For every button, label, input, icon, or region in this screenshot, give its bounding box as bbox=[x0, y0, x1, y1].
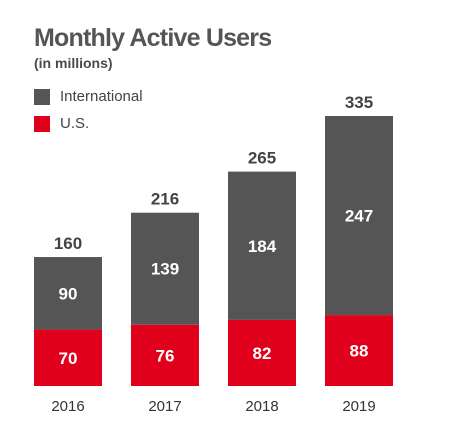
total-label-2017: 216 bbox=[151, 190, 179, 209]
x-tick-2016: 2016 bbox=[51, 398, 84, 415]
total-label-2019: 335 bbox=[345, 93, 373, 112]
bar-international-2016 bbox=[34, 257, 102, 330]
value-label-us-2017: 76 bbox=[156, 346, 175, 365]
value-label-international-2017: 139 bbox=[151, 260, 179, 279]
total-label-2018: 265 bbox=[248, 149, 276, 168]
legend-swatch-international bbox=[34, 88, 50, 105]
chart-subtitle: (in millions) bbox=[34, 55, 113, 71]
value-label-us-2016: 70 bbox=[59, 349, 78, 368]
x-tick-2019: 2019 bbox=[342, 398, 375, 415]
chart-title: Monthly Active Users bbox=[34, 24, 272, 52]
total-label-2016: 160 bbox=[54, 234, 82, 253]
value-label-us-2018: 82 bbox=[253, 344, 272, 363]
value-label-international-2018: 184 bbox=[248, 237, 277, 256]
legend-label-international: International bbox=[60, 88, 143, 105]
bar-us-2016 bbox=[34, 329, 102, 386]
bar-us-2019 bbox=[325, 315, 393, 386]
bar-us-2017 bbox=[131, 324, 199, 386]
value-label-us-2019: 88 bbox=[350, 342, 369, 361]
x-tick-2017: 2017 bbox=[148, 398, 181, 415]
legend-label-us: U.S. bbox=[60, 115, 90, 132]
legend-swatch-us bbox=[34, 115, 50, 132]
bar-international-2018 bbox=[228, 171, 296, 320]
bar-international-2019 bbox=[325, 116, 393, 316]
bar-international-2017 bbox=[131, 212, 199, 325]
value-label-international-2019: 247 bbox=[345, 207, 373, 226]
legend-item-us: U.S. bbox=[34, 115, 89, 132]
value-label-international-2016: 90 bbox=[59, 284, 78, 303]
bar-us-2018 bbox=[228, 319, 296, 386]
x-tick-2018: 2018 bbox=[245, 398, 278, 415]
legend-item-international: International bbox=[34, 88, 143, 105]
